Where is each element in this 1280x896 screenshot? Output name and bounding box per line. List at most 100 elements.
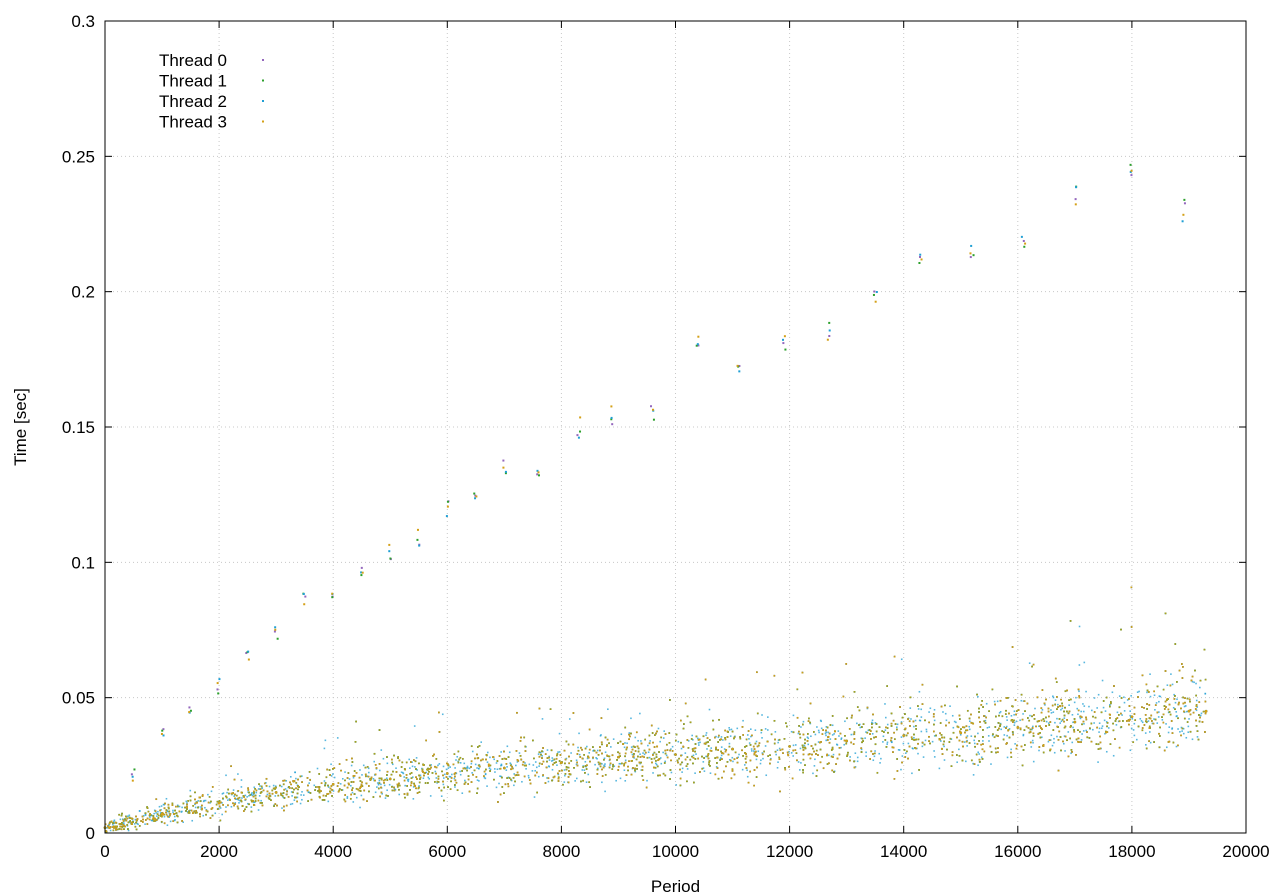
data-point [854, 766, 857, 768]
data-point [731, 756, 734, 759]
data-point [372, 777, 375, 780]
data-point [1133, 722, 1136, 725]
data-point [476, 779, 479, 781]
data-point [476, 767, 478, 769]
data-point [761, 752, 764, 754]
data-point [798, 769, 801, 771]
data-point [341, 777, 344, 780]
data-point [874, 722, 877, 724]
data-point [383, 784, 386, 787]
data-point [552, 759, 554, 762]
data-point [746, 775, 749, 778]
data-point [1052, 711, 1055, 713]
data-point [225, 774, 227, 777]
data-point [373, 760, 376, 763]
data-point [972, 762, 974, 765]
data-point [824, 732, 827, 735]
data-point [965, 760, 967, 763]
data-point [153, 809, 156, 812]
data-point [770, 757, 772, 760]
data-point [336, 737, 339, 739]
data-point [809, 722, 812, 725]
data-point [736, 727, 739, 730]
data-point [837, 730, 840, 732]
data-point [209, 802, 211, 804]
data-point [435, 777, 438, 779]
data-point [865, 731, 867, 733]
data-point [285, 779, 288, 782]
data-point [751, 750, 753, 752]
data-point [254, 801, 256, 803]
data-point [352, 801, 355, 803]
data-point [609, 764, 611, 766]
data-point [495, 786, 498, 789]
data-point [1185, 710, 1188, 713]
data-point [386, 777, 388, 780]
data-point [217, 807, 220, 810]
data-point [1028, 662, 1031, 664]
data-point [896, 726, 898, 729]
data-point [382, 757, 385, 760]
data-point [764, 728, 767, 730]
data-point [720, 746, 723, 748]
grid-lines [105, 21, 1246, 833]
data-point [917, 752, 919, 755]
data-point [1071, 713, 1074, 716]
data-point [558, 751, 561, 753]
data-point [1088, 705, 1090, 708]
data-point [1072, 721, 1074, 724]
data-point [137, 823, 139, 826]
data-point [982, 740, 984, 742]
data-point [1000, 728, 1002, 731]
data-point [240, 786, 243, 788]
data-point [252, 793, 255, 796]
data-point [760, 731, 763, 734]
data-point [274, 795, 277, 797]
data-point [411, 761, 413, 763]
data-point [513, 773, 516, 775]
data-point [1183, 705, 1186, 708]
data-point [1050, 734, 1053, 737]
data-point [434, 770, 437, 773]
data-point [1161, 719, 1164, 721]
data-point [1171, 728, 1173, 730]
data-point [1155, 702, 1158, 704]
data-point [686, 768, 689, 770]
data-point [886, 741, 889, 744]
data-point [1129, 714, 1132, 717]
data-point [1078, 690, 1080, 693]
data-point [293, 799, 296, 801]
data-point [219, 807, 222, 809]
data-point [425, 771, 428, 774]
data-point [639, 712, 641, 715]
data-point [480, 741, 483, 743]
data-point [800, 726, 802, 728]
data-point [380, 783, 382, 786]
data-point [966, 745, 968, 747]
data-point [624, 759, 627, 762]
data-point [623, 746, 626, 749]
data-point [459, 773, 462, 776]
data-point [1187, 731, 1190, 734]
data-point [978, 753, 980, 755]
data-point [977, 732, 979, 735]
data-point [548, 765, 550, 767]
data-point [323, 747, 326, 750]
data-point [715, 735, 717, 738]
data-point [694, 772, 696, 774]
data-point [1153, 718, 1155, 720]
data-point [186, 802, 188, 804]
data-point [1130, 727, 1133, 730]
data-point [412, 786, 415, 788]
data-point [1079, 717, 1082, 720]
data-point [541, 718, 544, 720]
data-point [428, 777, 431, 780]
data-point [313, 784, 316, 787]
data-point [814, 733, 817, 736]
data-point [595, 757, 597, 759]
data-point [109, 829, 112, 832]
data-point [466, 767, 469, 769]
data-point [204, 806, 206, 809]
data-point [445, 768, 448, 771]
data-point [557, 773, 560, 776]
